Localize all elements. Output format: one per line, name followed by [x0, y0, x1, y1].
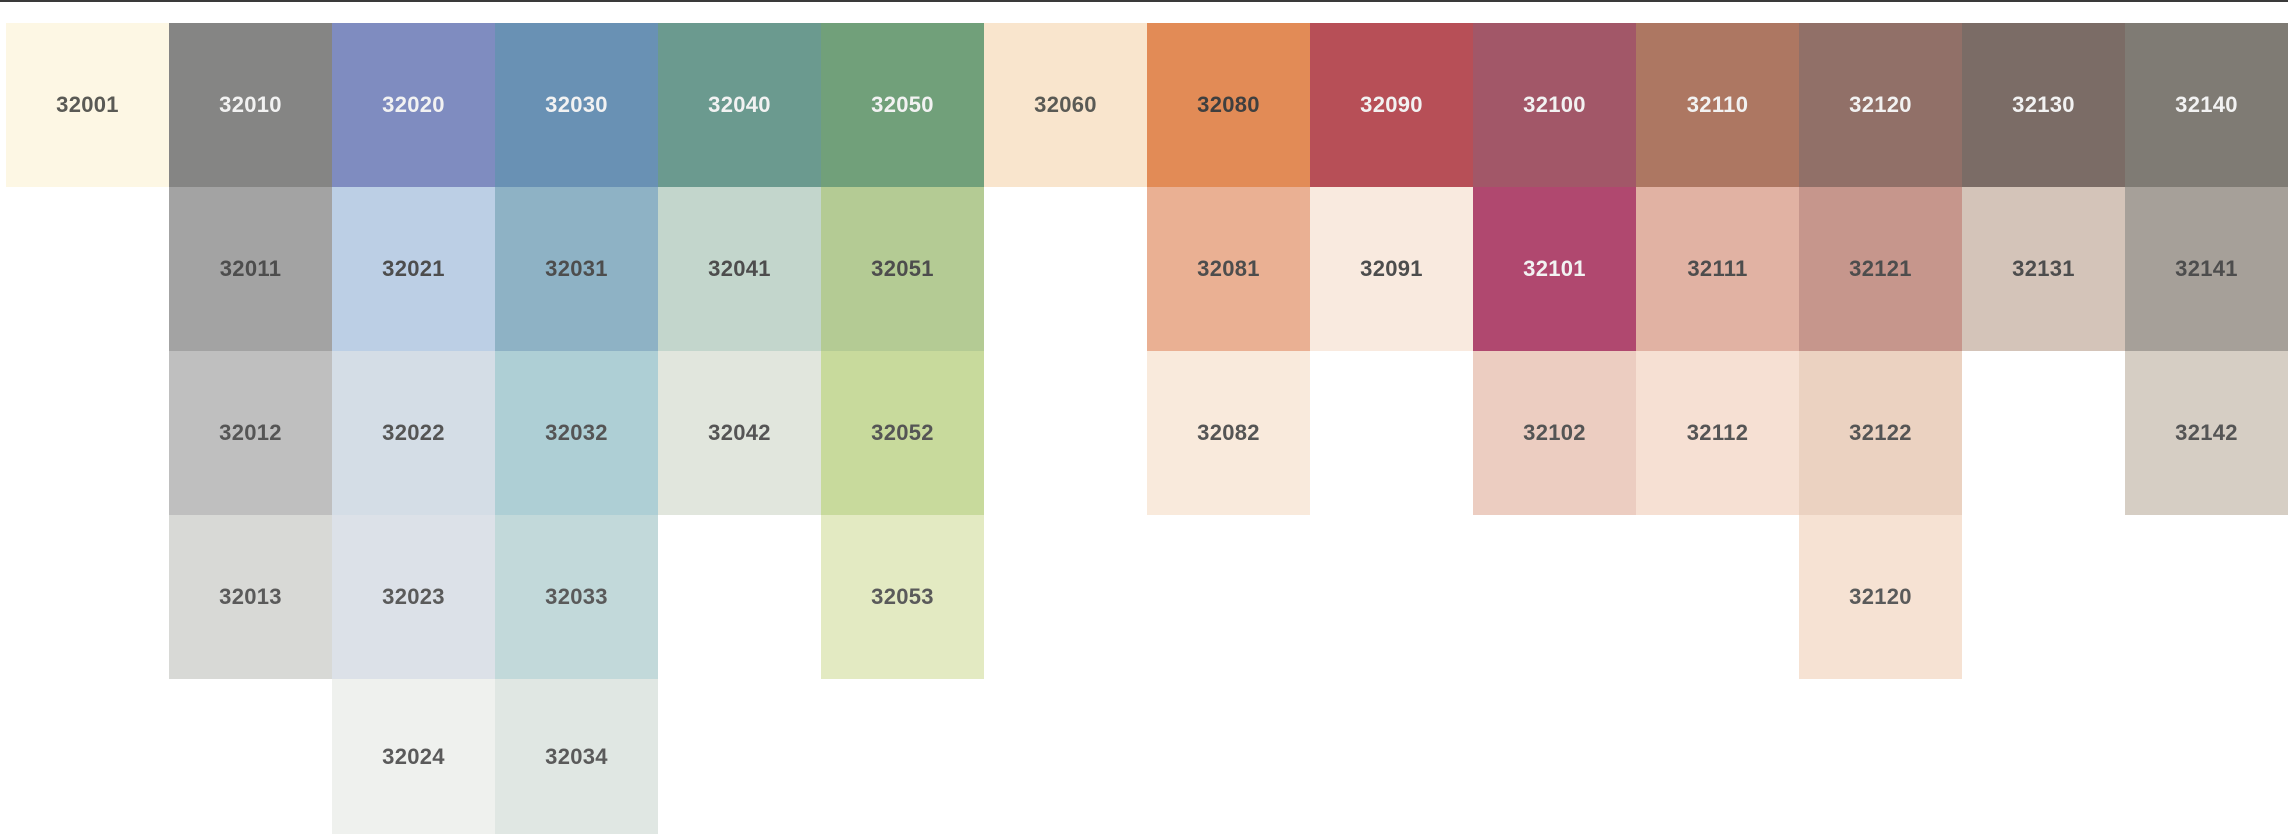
color-swatch[interactable]: 32060 — [984, 23, 1147, 187]
color-swatch[interactable]: 32080 — [1147, 23, 1310, 187]
palette-column: 32040 32041 32042 — [658, 23, 821, 515]
color-swatch[interactable]: 32042 — [658, 351, 821, 515]
palette-column: 32120 32121 32122 32120 — [1799, 23, 1962, 679]
color-swatch[interactable]: 32111 — [1636, 187, 1799, 351]
color-swatch[interactable]: 32102 — [1473, 351, 1636, 515]
palette-column: 32130 32131 — [1962, 23, 2125, 351]
color-swatch[interactable]: 32053 — [821, 515, 984, 679]
palette-column: 32050 32051 32052 32053 — [821, 23, 984, 679]
palette-column: 32100 32101 32102 — [1473, 23, 1636, 515]
palette-column: 32110 32111 32112 — [1636, 23, 1799, 515]
color-swatch[interactable]: 32013 — [169, 515, 332, 679]
color-swatch[interactable]: 32052 — [821, 351, 984, 515]
color-swatch[interactable]: 32130 — [1962, 23, 2125, 187]
color-swatch[interactable]: 32100 — [1473, 23, 1636, 187]
color-swatch[interactable]: 32011 — [169, 187, 332, 351]
color-palette-grid: 32001 32010 32011 32012 32013 32020 32021 32022… — [6, 23, 2288, 834]
color-swatch[interactable]: 32024 — [332, 679, 495, 834]
color-swatch[interactable]: 32120 — [1799, 23, 1962, 187]
color-swatch[interactable]: 32122 — [1799, 351, 1962, 515]
color-swatch[interactable]: 32050 — [821, 23, 984, 187]
color-swatch[interactable]: 32112 — [1636, 351, 1799, 515]
color-swatch[interactable]: 32142 — [2125, 351, 2288, 515]
color-swatch[interactable]: 32021 — [332, 187, 495, 351]
color-swatch[interactable]: 32030 — [495, 23, 658, 187]
color-swatch[interactable]: 32101 — [1473, 187, 1636, 351]
color-swatch[interactable]: 32110 — [1636, 23, 1799, 187]
palette-column: 32060 — [984, 23, 1147, 187]
color-swatch[interactable]: 32020 — [332, 23, 495, 187]
palette-column: 32010 32011 32012 32013 — [169, 23, 332, 679]
color-swatch[interactable]: 32131 — [1962, 187, 2125, 351]
color-swatch[interactable]: 32040 — [658, 23, 821, 187]
color-swatch[interactable]: 32001 — [6, 23, 169, 187]
color-swatch[interactable]: 32090 — [1310, 23, 1473, 187]
color-swatch[interactable]: 32032 — [495, 351, 658, 515]
palette-column: 32030 32031 32032 32033 32034 — [495, 23, 658, 834]
color-swatch[interactable]: 32091 — [1310, 187, 1473, 351]
color-swatch[interactable]: 32010 — [169, 23, 332, 187]
color-swatch[interactable]: 32041 — [658, 187, 821, 351]
top-border-line — [0, 0, 2288, 2]
color-swatch[interactable]: 32081 — [1147, 187, 1310, 351]
color-swatch[interactable]: 32012 — [169, 351, 332, 515]
color-swatch[interactable]: 32033 — [495, 515, 658, 679]
color-swatch[interactable]: 32023 — [332, 515, 495, 679]
color-swatch[interactable]: 32051 — [821, 187, 984, 351]
color-swatch[interactable]: 32082 — [1147, 351, 1310, 515]
color-swatch[interactable]: 32141 — [2125, 187, 2288, 351]
color-swatch[interactable]: 32034 — [495, 679, 658, 834]
color-swatch[interactable]: 32031 — [495, 187, 658, 351]
color-swatch[interactable]: 32022 — [332, 351, 495, 515]
palette-column: 32140 32141 32142 — [2125, 23, 2288, 515]
palette-column: 32080 32081 32082 — [1147, 23, 1310, 515]
color-swatch[interactable]: 32120 — [1799, 515, 1962, 679]
palette-column: 32020 32021 32022 32023 32024 — [332, 23, 495, 834]
color-swatch[interactable]: 32121 — [1799, 187, 1962, 351]
palette-column: 32090 32091 — [1310, 23, 1473, 351]
palette-column: 32001 — [6, 23, 169, 187]
color-swatch[interactable]: 32140 — [2125, 23, 2288, 187]
